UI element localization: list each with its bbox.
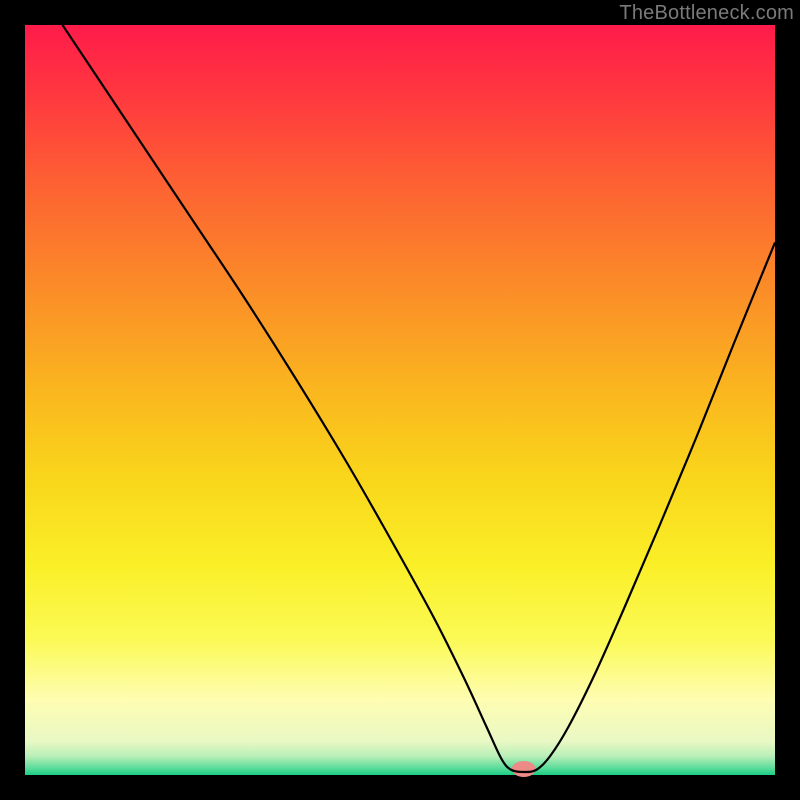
watermark-text: TheBottleneck.com	[619, 2, 794, 25]
bottleneck-chart	[0, 0, 800, 800]
optimal-marker	[512, 761, 536, 777]
